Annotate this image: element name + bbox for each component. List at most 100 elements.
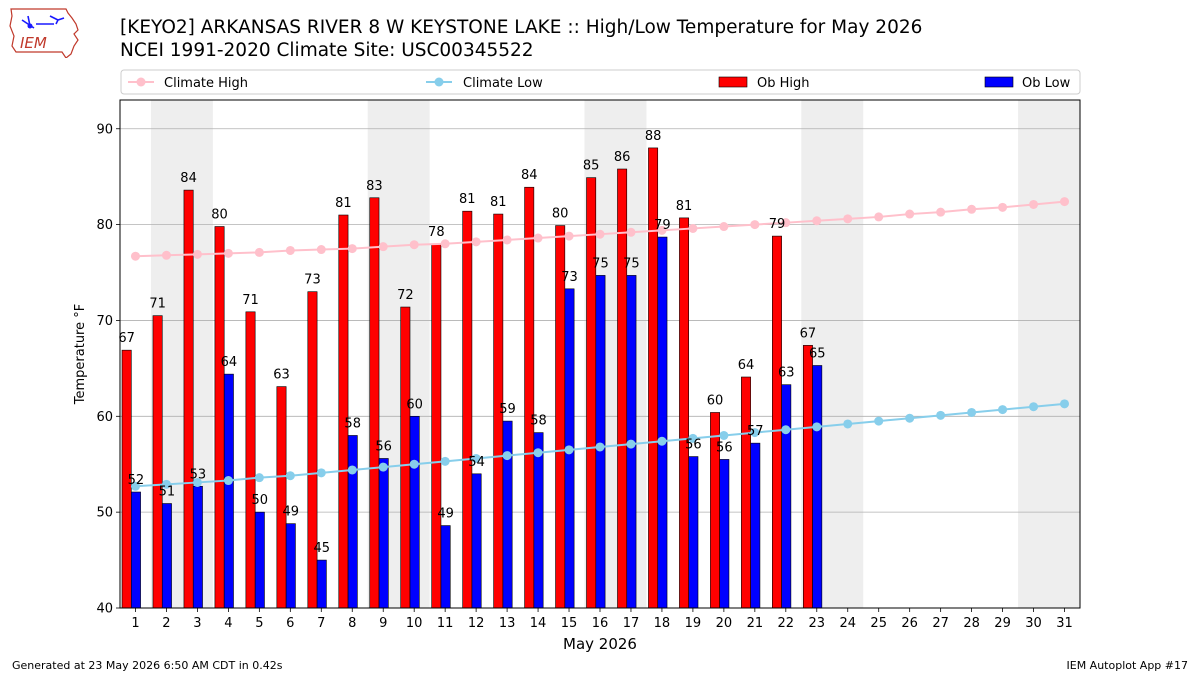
x-tick-label: 16 — [592, 616, 609, 631]
x-tick-label: 7 — [317, 616, 325, 631]
generated-footer: Generated at 23 May 2026 6:50 AM CDT in … — [12, 659, 283, 672]
climate-low-point — [967, 407, 977, 417]
ob-high-label: 85 — [583, 159, 600, 174]
climate-high-point — [936, 207, 946, 217]
ob-low-bar — [130, 491, 141, 609]
ob-high-bar — [307, 291, 318, 609]
ob-low-bar — [750, 442, 761, 609]
climate-low-point — [254, 473, 264, 483]
ob-high-label: 88 — [645, 129, 662, 144]
ob-high-bar — [617, 168, 628, 609]
ob-low-label: 63 — [778, 366, 795, 381]
x-tick-label: 25 — [870, 616, 887, 631]
ob-high-bar — [772, 235, 782, 609]
climate-low-point — [595, 442, 605, 452]
climate-low-point — [409, 459, 419, 469]
climate-high-point — [874, 212, 884, 222]
ob-low-bar — [471, 473, 482, 609]
y-tick-label: 90 — [96, 122, 113, 137]
ob-high-label: 81 — [459, 192, 476, 207]
ob-low-label: 56 — [685, 438, 702, 453]
ob-low-label: 45 — [313, 541, 330, 556]
climate-low-point — [843, 419, 853, 429]
ob-low-bar — [409, 416, 420, 609]
climate-high-point — [471, 237, 481, 247]
chart-title: [KEYO2] ARKANSAS RIVER 8 W KEYSTONE LAKE… — [120, 17, 923, 38]
ob-high-label: 60 — [707, 393, 724, 408]
climate-high-point — [595, 229, 605, 239]
x-tick-label: 20 — [716, 616, 733, 631]
climate-high-point — [564, 231, 574, 241]
x-tick-label: 21 — [747, 616, 764, 631]
weekend-shade — [1018, 100, 1080, 608]
ob-high-bar — [462, 210, 473, 609]
climate-low-point — [1060, 399, 1070, 409]
climate-high-point — [378, 242, 388, 252]
chart-subtitle: NCEI 1991-2020 Climate Site: USC00345522 — [120, 40, 534, 61]
ob-high-bar — [183, 189, 194, 609]
ob-high-label: 84 — [521, 168, 538, 183]
climate-high-point — [502, 235, 512, 245]
ob-low-bar — [440, 525, 451, 609]
ob-low-label: 56 — [716, 440, 733, 455]
ob-high-label: 71 — [149, 297, 166, 312]
ob-low-bar — [161, 503, 172, 609]
climate-low-point — [440, 456, 450, 466]
ob-low-label: 64 — [221, 355, 238, 370]
ob-low-bar — [254, 511, 265, 609]
ob-high-label: 64 — [738, 358, 755, 373]
climate-low-point — [161, 479, 171, 489]
x-tick-label: 4 — [224, 616, 232, 631]
ob-high-label: 79 — [769, 217, 786, 232]
y-tick-label: 70 — [96, 314, 113, 329]
climate-low-point — [533, 448, 543, 458]
climate-high-point — [719, 222, 729, 232]
ob-high-bar — [524, 186, 535, 609]
climate-high-point — [1029, 199, 1039, 209]
climate-high-point — [967, 204, 977, 214]
ob-high-bar — [152, 315, 163, 609]
legend-ob-high-swatch — [718, 76, 748, 88]
ob-high-bar — [431, 243, 442, 609]
x-tick-label: 15 — [561, 616, 578, 631]
ob-low-label: 57 — [747, 424, 764, 439]
y-tick-label: 80 — [96, 218, 113, 233]
climate-low-point — [1029, 402, 1039, 412]
x-tick-label: 19 — [685, 616, 702, 631]
climate-high-point — [192, 249, 202, 259]
ob-high-bar — [648, 147, 659, 609]
ob-low-bar — [657, 236, 668, 609]
ob-high-label: 80 — [211, 208, 228, 223]
climate-low-point — [688, 433, 698, 443]
ob-low-label: 59 — [499, 402, 516, 417]
legend-ob-high-label: Ob High — [757, 76, 810, 91]
ob-high-label: 81 — [335, 196, 352, 211]
y-tick-label: 60 — [96, 410, 113, 425]
x-tick-label: 10 — [406, 616, 423, 631]
legend-climate-high-marker — [136, 77, 146, 87]
ob-high-label: 73 — [304, 273, 321, 288]
climate-low-point — [502, 451, 512, 461]
ob-low-label: 49 — [283, 505, 300, 520]
x-tick-label: 31 — [1056, 616, 1073, 631]
ob-high-bar — [245, 311, 256, 609]
ob-high-label: 81 — [490, 195, 507, 210]
climate-low-point — [657, 436, 667, 446]
x-tick-label: 2 — [162, 616, 170, 631]
x-tick-label: 22 — [778, 616, 795, 631]
climate-high-point — [843, 214, 853, 224]
weather-station-icon — [21, 15, 65, 29]
ob-high-label: 81 — [676, 199, 693, 214]
climate-high-point — [161, 250, 171, 260]
climate-high-point — [750, 220, 760, 230]
ob-low-bar — [595, 275, 606, 609]
ob-low-bar — [781, 384, 792, 609]
x-tick-label: 29 — [994, 616, 1011, 631]
x-tick-label: 9 — [379, 616, 387, 631]
climate-high-point — [781, 218, 791, 228]
app-footer: IEM Autoplot App #17 — [1066, 659, 1189, 672]
x-tick-label: 17 — [623, 616, 640, 631]
ob-low-label: 58 — [344, 416, 361, 431]
ob-high-bar — [276, 386, 287, 609]
